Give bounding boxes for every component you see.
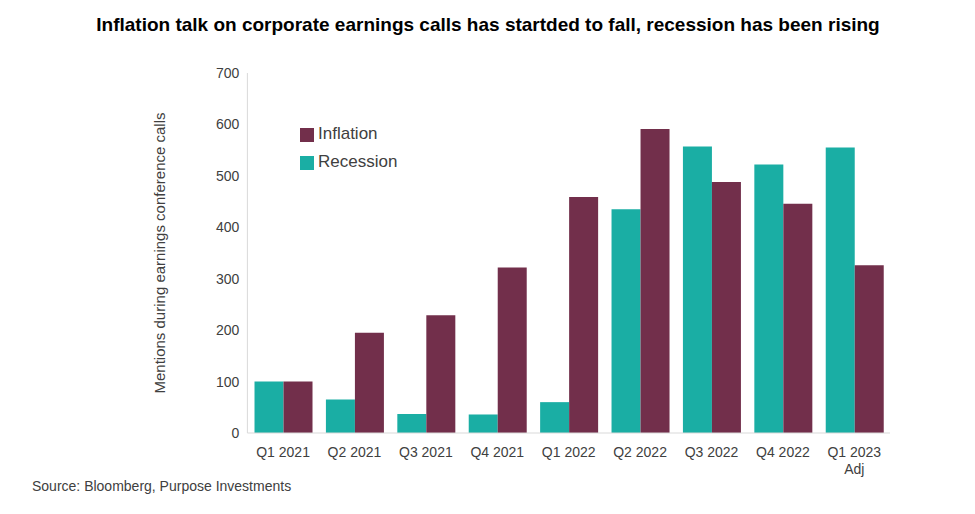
svg-text:Q3 2021: Q3 2021	[399, 444, 453, 460]
svg-text:700: 700	[216, 65, 240, 81]
svg-text:300: 300	[216, 271, 240, 287]
svg-text:Q2 2022: Q2 2022	[613, 444, 667, 460]
svg-text:0: 0	[232, 425, 240, 441]
svg-text:Q4 2022: Q4 2022	[756, 444, 810, 460]
html-text:Source: Bloomberg, Purpose Inv: Source: Bloomberg, Purpose Investments	[32, 478, 292, 494]
svg-text:Q4 2021: Q4 2021	[470, 444, 524, 460]
html-text:Inflation talk on corporate ea: Inflation talk on corporate earnings cal…	[96, 14, 880, 35]
svg-text:400: 400	[216, 219, 240, 235]
svg-text:Q2 2021: Q2 2021	[328, 444, 382, 460]
html-text:Recession: Recession	[318, 152, 398, 171]
svg-text:600: 600	[216, 116, 240, 132]
svg-text:Q1 2022: Q1 2022	[542, 444, 596, 460]
svg-text:100: 100	[216, 374, 240, 390]
svg-text:Q1 2021: Q1 2021	[256, 444, 310, 460]
svg-text:Mentions during earnings confe: Mentions during earnings conference call…	[151, 113, 168, 394]
svg-text:200: 200	[216, 322, 240, 338]
html-text:Inflation: Inflation	[318, 124, 378, 143]
svg-text:500: 500	[216, 168, 240, 184]
svg-text:Q1 2023Adj: Q1 2023Adj	[827, 444, 881, 477]
svg-text:Q3 2022: Q3 2022	[685, 444, 739, 460]
